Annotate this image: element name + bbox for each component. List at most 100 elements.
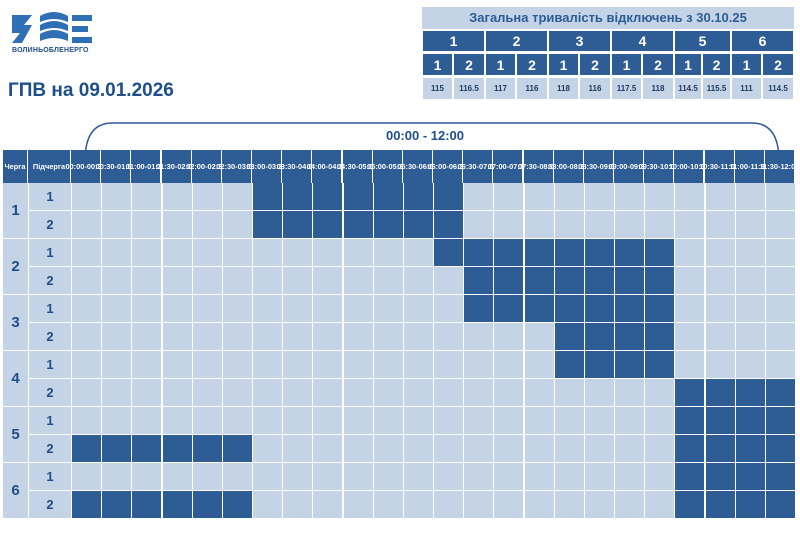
- power-on-slot: [674, 351, 705, 379]
- power-on-slot: [734, 183, 765, 211]
- power-on-slot: [583, 379, 614, 407]
- outage-slot: [704, 407, 735, 435]
- outage-slot: [614, 295, 645, 323]
- outage-slot: [644, 239, 675, 267]
- power-on-slot: [614, 211, 645, 239]
- power-on-slot: [372, 463, 403, 491]
- power-on-slot: [764, 183, 795, 211]
- power-on-slot: [342, 267, 373, 295]
- outage-slot: [191, 435, 222, 463]
- power-on-slot: [674, 267, 705, 295]
- power-on-slot: [131, 351, 162, 379]
- power-on-slot: [312, 407, 343, 435]
- power-on-slot: [71, 463, 102, 491]
- summary-table: Загальна тривалість відключень з 30.10.2…: [422, 7, 794, 100]
- summary-queue-header: 5: [674, 30, 731, 52]
- power-on-slot: [402, 295, 433, 323]
- power-on-slot: [161, 183, 192, 211]
- outage-slot: [221, 491, 252, 519]
- power-on-slot: [493, 379, 524, 407]
- time-slot-header: 00:00- 00:30: [65, 150, 106, 183]
- time-slot-header: 04:00- 04:30: [307, 150, 347, 183]
- power-on-slot: [252, 323, 283, 351]
- outage-slot: [553, 351, 584, 379]
- power-on-slot: [553, 435, 584, 463]
- summary-duration-value: 118: [642, 77, 674, 100]
- outage-slot: [583, 323, 614, 351]
- power-on-slot: [161, 463, 192, 491]
- power-on-slot: [131, 183, 162, 211]
- outage-slot: [342, 211, 373, 239]
- power-on-slot: [433, 267, 464, 295]
- time-slot-header: 01:30- 02:00: [156, 150, 196, 183]
- summary-subqueue-header: 2: [453, 53, 485, 76]
- power-on-slot: [493, 323, 524, 351]
- power-on-slot: [644, 407, 675, 435]
- power-on-slot: [493, 435, 524, 463]
- power-on-slot: [674, 323, 705, 351]
- power-on-slot: [252, 491, 283, 519]
- outage-slot: [433, 211, 464, 239]
- summary-queue-header: 4: [611, 30, 674, 52]
- power-on-slot: [252, 239, 283, 267]
- power-on-slot: [523, 379, 554, 407]
- outage-slot: [402, 183, 433, 211]
- power-on-slot: [312, 379, 343, 407]
- outage-slot: [644, 351, 675, 379]
- outage-slot: [463, 295, 494, 323]
- time-slot-header: 11:00- 11:30: [730, 150, 769, 183]
- outage-slot: [674, 407, 705, 435]
- subqueue-label: 1: [28, 407, 71, 435]
- outage-slot: [704, 379, 735, 407]
- summary-subqueue-header: 2: [762, 53, 794, 76]
- power-on-slot: [674, 211, 705, 239]
- summary-queue-header: 6: [731, 30, 794, 52]
- outage-slot: [191, 491, 222, 519]
- power-on-slot: [433, 351, 464, 379]
- power-on-slot: [161, 351, 192, 379]
- power-on-slot: [161, 295, 192, 323]
- power-on-slot: [372, 491, 403, 519]
- power-on-slot: [614, 183, 645, 211]
- power-on-slot: [734, 211, 765, 239]
- power-on-slot: [161, 211, 192, 239]
- time-slot-header: 01:00- 01:30: [126, 150, 166, 183]
- summary-subqueue-header: 1: [485, 53, 516, 76]
- outage-slot: [583, 267, 614, 295]
- power-on-slot: [71, 267, 102, 295]
- summary-value-row: 115 116.5 117 116 118 116 117.5 118 114.5 115.5 11…: [422, 77, 794, 100]
- power-on-slot: [71, 295, 102, 323]
- power-on-slot: [463, 183, 494, 211]
- power-on-slot: [734, 267, 765, 295]
- power-on-slot: [553, 463, 584, 491]
- summary-duration-value: 115: [422, 77, 453, 100]
- outage-slot: [583, 351, 614, 379]
- power-on-slot: [463, 491, 494, 519]
- summary-duration-value: 116: [579, 77, 611, 100]
- outage-slot: [282, 211, 313, 239]
- power-on-slot: [493, 407, 524, 435]
- outage-slot: [433, 183, 464, 211]
- power-on-slot: [493, 351, 524, 379]
- outage-slot: [734, 379, 765, 407]
- outage-slot: [282, 183, 313, 211]
- power-on-slot: [402, 351, 433, 379]
- outage-slot: [614, 323, 645, 351]
- time-slot-header: 02:00- 02:30: [186, 150, 226, 183]
- queue-label: 2: [3, 239, 28, 295]
- power-on-slot: [674, 239, 705, 267]
- power-on-slot: [674, 295, 705, 323]
- outage-slot: [704, 435, 735, 463]
- time-slot-header: 06:30- 07:00: [458, 150, 498, 183]
- summary-subqueue-header: 2: [702, 53, 731, 76]
- subqueue-label: 1: [28, 183, 71, 211]
- power-on-slot: [463, 463, 494, 491]
- power-on-slot: [282, 323, 313, 351]
- power-on-slot: [342, 351, 373, 379]
- power-on-slot: [71, 379, 102, 407]
- power-on-slot: [402, 463, 433, 491]
- power-on-slot: [101, 351, 132, 379]
- power-on-slot: [553, 211, 584, 239]
- power-on-slot: [342, 407, 373, 435]
